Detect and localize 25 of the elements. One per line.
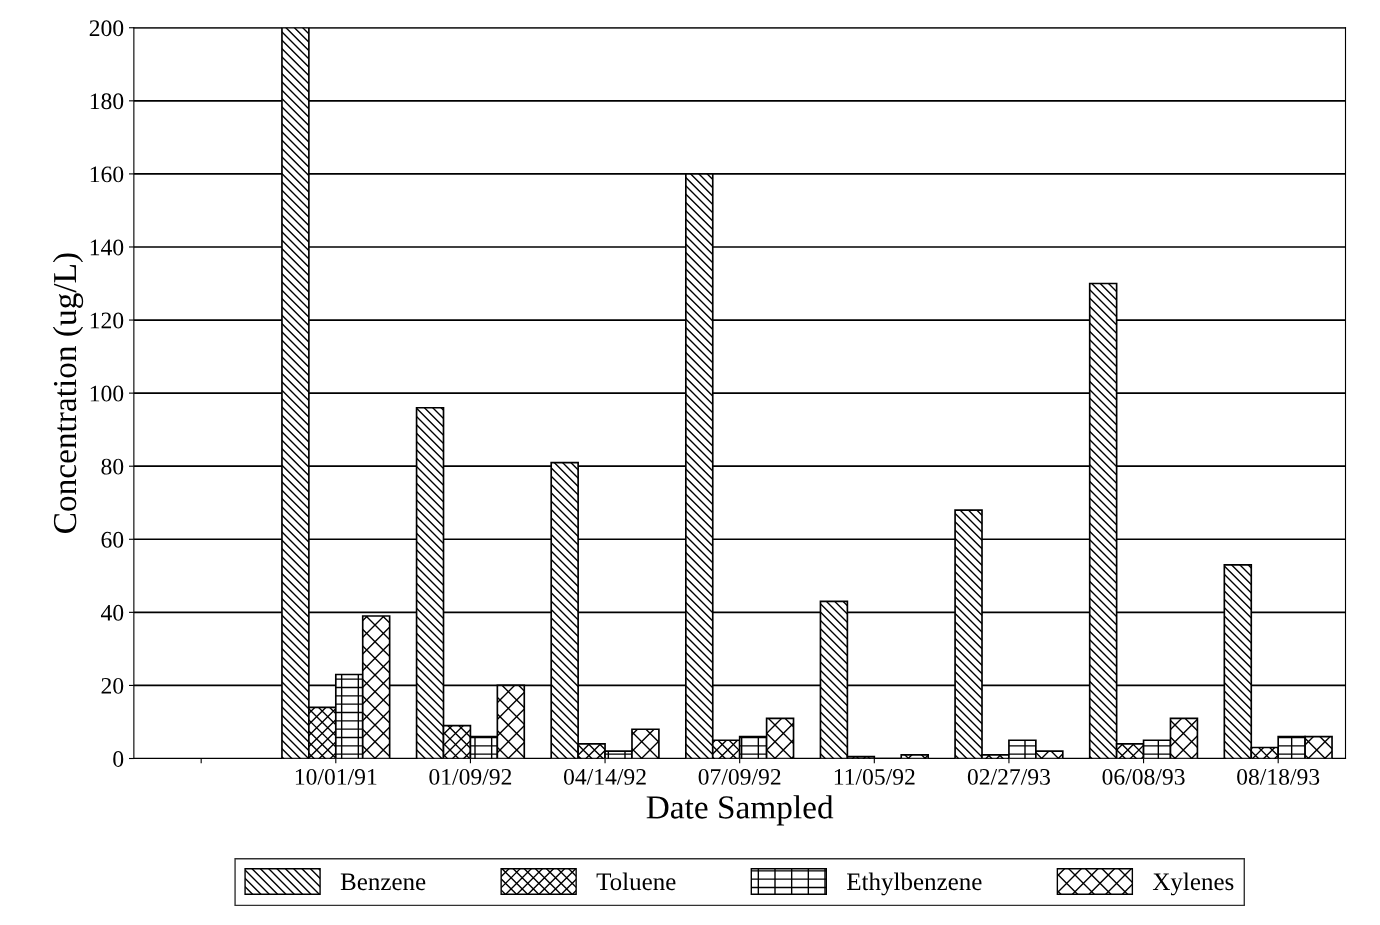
y-tick-label: 180 [90, 93, 124, 110]
y-axis-title: Concentration (ug/L) [52, 253, 84, 533]
x-tick-label: 01/09/92 [429, 768, 512, 785]
x-tick-label: 10/01/91 [295, 768, 377, 785]
x-tick-label: 02/27/93 [967, 768, 1050, 785]
y-tick-label: 140 [90, 239, 124, 256]
y-tick-label: 200 [89, 20, 124, 37]
y-tick-label: 80 [101, 458, 124, 475]
x-tick-label: 07/09/92 [698, 768, 781, 785]
y-tick-label: 60 [101, 531, 124, 548]
x-tick-label: 08/18/93 [1237, 768, 1320, 785]
legend-label: Benzene [340, 873, 426, 891]
y-tick-label: 160 [90, 166, 124, 183]
x-tick-label: 06/08/93 [1102, 768, 1185, 785]
x-tick-label: 04/14/92 [563, 768, 646, 785]
y-tick-label: 0 [113, 750, 124, 767]
x-axis-title: Date Sampled [646, 795, 834, 826]
legend-label: Ethylbenzene [847, 872, 982, 896]
y-tick-label: 40 [100, 604, 124, 621]
x-tick-label: 11/05/92 [834, 768, 915, 785]
y-tick-label: 100 [90, 385, 124, 402]
y-tick-label: 20 [101, 677, 124, 694]
legend-label: Xylenes [1152, 872, 1234, 896]
y-tick-label: 120 [90, 312, 124, 329]
legend-label: Toluene [596, 872, 676, 891]
